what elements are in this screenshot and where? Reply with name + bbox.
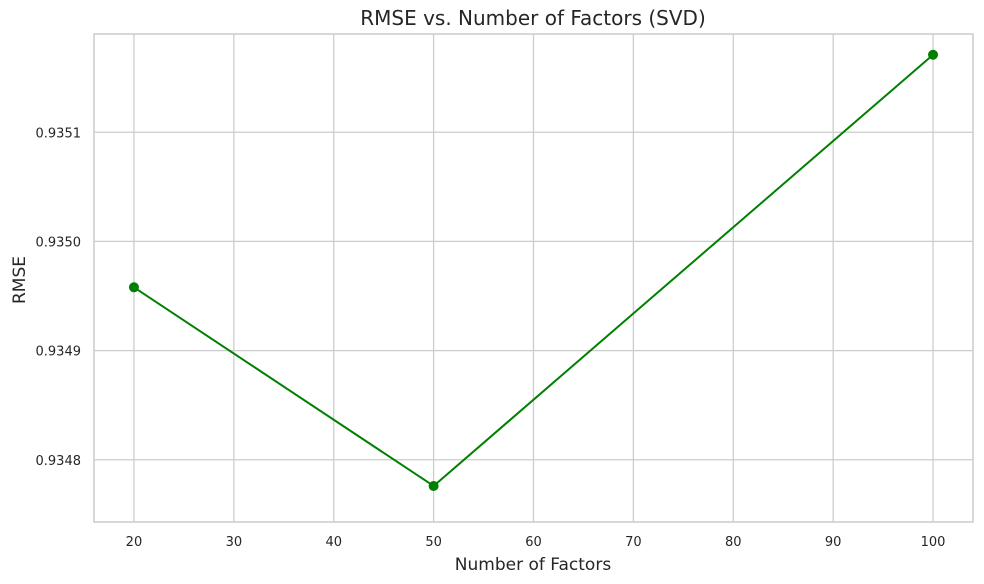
y-axis-label: RMSE xyxy=(10,256,30,304)
data-point xyxy=(428,480,439,491)
series xyxy=(128,49,939,491)
x-axis-ticks: 20 30 40 50 60 70 80 90 100 xyxy=(126,535,946,550)
x-tick-label: 50 xyxy=(425,535,442,550)
x-tick-label: 60 xyxy=(525,535,542,550)
x-tick-label: 20 xyxy=(126,535,143,550)
y-tick-label: 0.9349 xyxy=(36,345,82,360)
y-tick-label: 0.9350 xyxy=(36,235,82,250)
y-tick-label: 0.9351 xyxy=(36,126,82,141)
x-tick-label: 90 xyxy=(825,535,842,550)
y-axis-ticks: 0.9348 0.9349 0.9350 0.9351 xyxy=(36,126,82,469)
y-tick-label: 0.9348 xyxy=(36,454,82,469)
data-point xyxy=(928,49,939,60)
data-point xyxy=(128,282,139,293)
chart-title: RMSE vs. Number of Factors (SVD) xyxy=(360,6,706,30)
x-tick-label: 70 xyxy=(625,535,642,550)
x-tick-label: 40 xyxy=(325,535,342,550)
grid xyxy=(94,34,973,522)
x-tick-label: 80 xyxy=(725,535,742,550)
plot-frame xyxy=(93,33,974,523)
x-tick-label: 30 xyxy=(226,535,243,550)
x-axis-label: Number of Factors xyxy=(455,555,612,575)
x-tick-label: 100 xyxy=(921,535,946,550)
